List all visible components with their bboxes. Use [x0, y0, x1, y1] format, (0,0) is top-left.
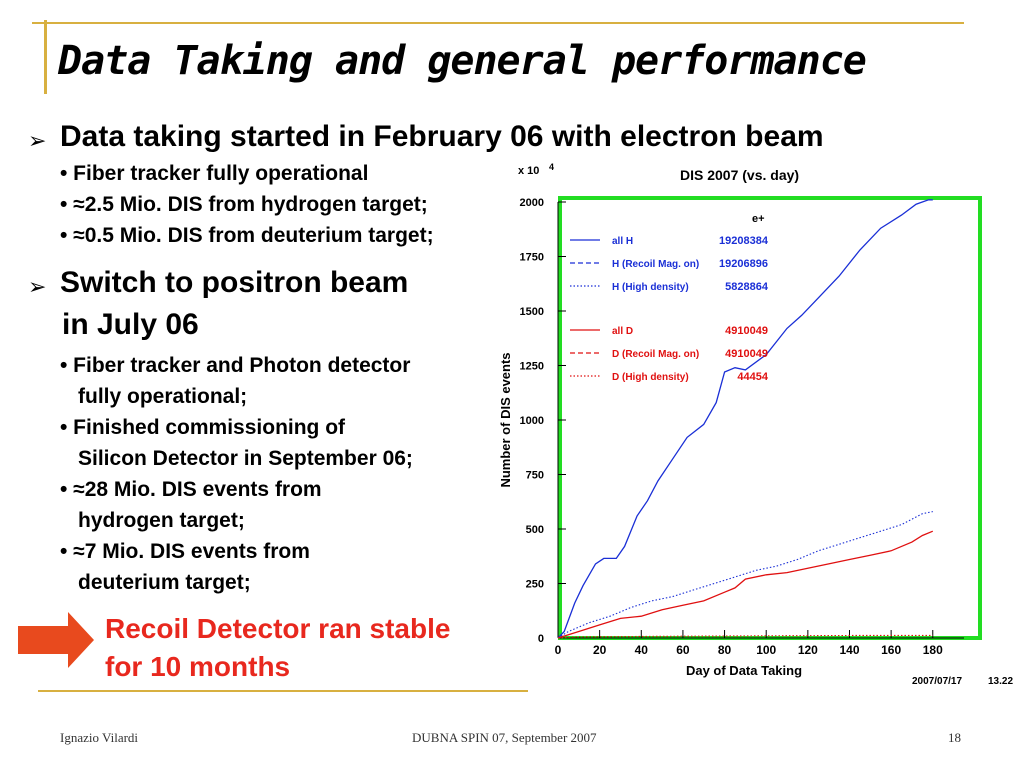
bullet-2-sub-4: • ≈7 Mio. DIS events from	[60, 540, 310, 563]
legend-value: 19206896	[719, 258, 768, 270]
y-tick-label: 1500	[520, 306, 544, 318]
series-line-0	[557, 199, 933, 639]
legend-name: D (High density)	[612, 372, 689, 383]
y-tick-label: 1250	[520, 361, 544, 373]
recoil-note-line-2: for 10 months	[105, 651, 291, 682]
x-tick-label: 160	[881, 643, 901, 657]
y-tick-label: 500	[526, 524, 544, 536]
bullet-1-text: Data taking started in February 06 with …	[60, 120, 824, 153]
chart-frame	[558, 196, 982, 640]
bullet-2-sub-3: • ≈28 Mio. DIS events from	[60, 478, 322, 501]
x-tick-label: 0	[555, 643, 562, 657]
x-tick-label: 40	[635, 643, 649, 657]
legend-value: 4910049	[725, 348, 768, 360]
x-tick-label: 180	[923, 643, 943, 657]
timestamp-date: 2007/07/17	[912, 676, 962, 687]
x-tick-label: 60	[676, 643, 690, 657]
recoil-note: Recoil Detector ran stable for 10 months	[105, 610, 450, 686]
beam-label: e+	[752, 213, 765, 225]
legend-value: 5828864	[725, 281, 769, 293]
dis-chart: x 10 4 DIS 2007 (vs. day) e+ 0 250 500 750 1…	[498, 162, 1013, 687]
chart-multiplier-exponent: 4	[549, 162, 554, 172]
legend-name: D (Recoil Mag. on)	[612, 349, 699, 360]
legend-value: 4910049	[725, 325, 768, 337]
series-line-1	[557, 511, 933, 639]
y-tick-label: 0	[538, 633, 544, 645]
bottom-rule	[38, 690, 528, 692]
legend-value: 19208384	[719, 235, 769, 247]
slide-title: Data Taking and general performance	[58, 38, 867, 84]
legend-name: all H	[612, 236, 633, 247]
bullet-2-sub-3b: hydrogen target;	[78, 509, 245, 532]
bullet-1-sub-1: • Fiber tracker fully operational	[60, 162, 369, 185]
title-accent-bar	[44, 20, 47, 94]
chart-title: DIS 2007 (vs. day)	[680, 167, 799, 183]
bullet-2-sub-2: • Finished commissioning of	[60, 416, 346, 439]
series-line-2	[557, 530, 934, 639]
footer-page-number: 18	[948, 730, 961, 745]
y-tick-label: 1750	[520, 252, 544, 264]
chart-multiplier: x 10	[518, 165, 539, 177]
x-tick-label: 100	[756, 643, 776, 657]
bullet-2-line-2: in July 06	[62, 308, 199, 341]
bullet-2-sub-1: • Fiber tracker and Photon detector	[60, 354, 411, 377]
bullet-2-line-1: Switch to positron beam	[60, 266, 409, 299]
recoil-note-line-1: Recoil Detector ran stable	[105, 613, 451, 644]
x-tick-label: 120	[798, 643, 818, 657]
y-tick-label: 2000	[520, 197, 544, 209]
plot-area: 0 250 500 750 1000 1250 1500 1750 2000 0 20 40 60 80 1…	[520, 197, 964, 657]
footer-author: Ignazio Vilardi	[60, 730, 139, 745]
timestamp-time: 13.22	[988, 676, 1013, 687]
legend-name: all D	[612, 326, 633, 337]
y-axis-label: Number of DIS events	[498, 352, 513, 487]
x-tick-label: 80	[718, 643, 732, 657]
series-line-3	[557, 634, 933, 639]
x-tick-label: 140	[839, 643, 859, 657]
bullet-2-sub-1b: fully operational;	[78, 385, 248, 408]
bullet-1-sub-2: • ≈2.5 Mio. DIS from hydrogen target;	[60, 193, 428, 216]
bullet-arrow-2: ➢	[28, 274, 47, 299]
x-tick-label: 20	[593, 643, 607, 657]
red-arrow-icon	[18, 612, 94, 668]
bullet-2-sub-2b: Silicon Detector in September 06;	[78, 447, 413, 470]
bullet-2-sub-4b: deuterium target;	[78, 571, 251, 594]
y-tick-label: 1000	[520, 415, 544, 427]
bullet-arrow-1: ➢	[28, 128, 47, 153]
legend-name: H (Recoil Mag. on)	[612, 259, 699, 270]
y-tick-label: 250	[526, 579, 544, 591]
footer-event: DUBNA SPIN 07, September 2007	[412, 730, 597, 745]
y-tick-label: 750	[526, 470, 544, 482]
top-rule	[32, 22, 964, 24]
bullet-1-sub-3: • ≈0.5 Mio. DIS from deuterium target;	[60, 224, 434, 247]
x-axis-label: Day of Data Taking	[686, 663, 802, 678]
legend-name: H (High density)	[612, 282, 689, 293]
legend-value: 44454	[737, 371, 768, 383]
